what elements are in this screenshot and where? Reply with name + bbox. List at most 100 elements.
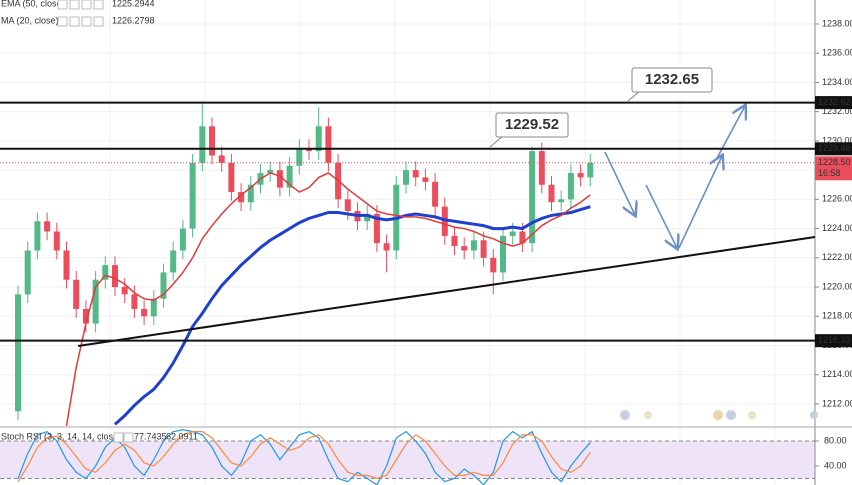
candle-body — [490, 257, 497, 273]
candle-body — [102, 265, 109, 280]
candle-body — [228, 162, 235, 193]
candle-body — [189, 162, 196, 229]
y-tick-label: 1234.00 — [822, 77, 852, 87]
y-tick-label: 1220.00 — [822, 281, 852, 291]
level-label: 1229.46 — [818, 143, 851, 153]
y-tick-label: 1238.00 — [822, 18, 852, 28]
candle-body — [461, 246, 468, 251]
timer: 16:58 — [818, 168, 841, 178]
y-tick-label: 1214.00 — [822, 369, 852, 379]
candle-body — [15, 294, 21, 412]
candle-body — [412, 170, 419, 178]
legend-value: 62.0911 — [166, 431, 198, 441]
level-label-box — [815, 142, 852, 156]
candle-body — [267, 170, 274, 174]
candle-body — [451, 235, 458, 247]
series-line — [17, 431, 591, 482]
candle-body — [276, 170, 283, 188]
candle-body — [92, 279, 99, 324]
candle-body — [73, 279, 80, 309]
series-line — [113, 205, 591, 426]
candle-body — [364, 213, 371, 222]
y-tick-label: 1212.00 — [822, 398, 852, 408]
candle-body — [529, 151, 536, 244]
legend-value: 1226.2798 — [112, 15, 155, 25]
candle-body — [218, 155, 225, 163]
y-tick-label: 1224.00 — [822, 223, 852, 233]
candle-body — [558, 199, 565, 203]
series-line — [65, 172, 591, 426]
candle-body — [170, 250, 177, 273]
candle-body — [150, 298, 157, 317]
last-price-label: 1228.50 — [818, 157, 851, 167]
level-label: 1232.62 — [818, 97, 851, 107]
candle-body — [500, 235, 506, 273]
candle-body — [577, 173, 584, 178]
callout-box — [631, 67, 713, 93]
candle-body — [238, 192, 245, 203]
candle-body — [160, 272, 167, 299]
y-tick-label: 1230.00 — [822, 135, 852, 145]
candle-body — [247, 184, 254, 203]
callout-label: 1232.65 — [645, 71, 699, 88]
callout-label: 1229.52 — [505, 116, 559, 133]
candle-body — [82, 308, 89, 324]
y-tick-label: 1226.00 — [822, 194, 852, 204]
candle-body — [567, 173, 574, 200]
candle-body — [112, 265, 118, 288]
legend-label: MA (20, close) — [1, 15, 59, 25]
candle-body — [509, 231, 516, 236]
candle-body — [296, 148, 303, 166]
event-icons — [620, 410, 818, 420]
candle-body — [432, 181, 439, 207]
candle-body — [121, 287, 128, 295]
candle-body — [179, 228, 186, 251]
candle-body — [470, 240, 477, 251]
candle-body — [519, 231, 526, 244]
candle-body — [403, 170, 409, 185]
candle-body — [383, 243, 390, 251]
stoch-title: Stoch RSI (3, 3, 14, 14, close) — [1, 431, 121, 441]
candle-body — [315, 126, 322, 152]
candle-body — [286, 165, 293, 188]
y-tick-label: 80.00 — [824, 435, 847, 445]
candle-body — [344, 199, 351, 212]
series-line — [17, 429, 591, 485]
candle-body — [422, 177, 429, 182]
candle-body — [199, 126, 206, 163]
candle-body — [131, 294, 138, 309]
candle-body — [587, 162, 594, 178]
candle-body — [44, 221, 51, 232]
legend-label: EMA (50, close) — [1, 0, 65, 8]
y-tick-label: 1222.00 — [822, 252, 852, 262]
last-price-box — [815, 156, 852, 181]
candle-body — [34, 221, 41, 251]
y-tick-label: 40.00 — [824, 460, 847, 470]
legend-value: 77.7435 — [134, 431, 167, 441]
candle-body — [209, 126, 215, 156]
candle-body — [325, 126, 332, 163]
level-label-box — [815, 96, 852, 110]
level-label: 1216.33 — [818, 335, 851, 345]
callout-leader — [627, 90, 641, 102]
candle-body — [538, 151, 545, 185]
callout-box — [495, 112, 569, 138]
candle-body — [63, 250, 70, 280]
candle-body — [53, 231, 60, 251]
candle-body — [480, 240, 487, 258]
trendline — [77, 236, 816, 347]
stoch-band — [0, 441, 815, 479]
candle-body — [24, 250, 31, 295]
level-label-box — [815, 334, 852, 348]
callout-leader — [489, 135, 504, 148]
candle-body — [141, 308, 148, 317]
legend-value: 1225.2944 — [112, 0, 155, 8]
projection-arrows — [604, 106, 745, 248]
legend: EMA (50, close) MA (20, close) 1225.2944… — [1, 0, 198, 443]
y-tick-label: 1218.00 — [822, 311, 852, 321]
candle-body — [373, 213, 380, 244]
y-tick-label: 1232.00 — [822, 106, 852, 116]
candle-body — [548, 184, 555, 203]
y-tick-label: 1236.00 — [822, 48, 852, 58]
